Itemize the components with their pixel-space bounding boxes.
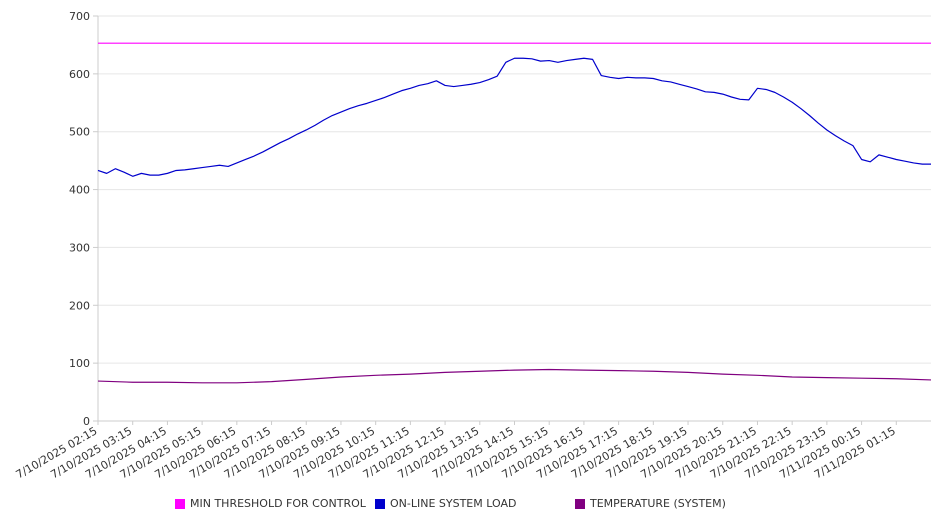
legend-item-temperature: TEMPERATURE (SYSTEM) <box>575 497 726 510</box>
series-line-on-line-system-load <box>97 57 931 177</box>
x-axis-ticks: 7/10/2025 02:157/10/2025 03:157/10/2025 … <box>14 421 898 481</box>
y-tick-label: 700 <box>69 10 90 23</box>
legend-label-temperature: TEMPERATURE (SYSTEM) <box>590 497 726 510</box>
axes <box>97 16 931 422</box>
series-lines <box>97 42 932 384</box>
y-tick-label: 300 <box>69 241 90 254</box>
y-tick-label: 600 <box>69 68 90 81</box>
y-tick-label: 200 <box>69 299 90 312</box>
y-axis-ticks: 0 100 200 300 400 500 600 700 <box>69 10 98 428</box>
legend-swatch-min-threshold <box>175 498 185 509</box>
legend-item-min-threshold: MIN THRESHOLD FOR CONTROL <box>175 497 366 510</box>
y-tick-label: 500 <box>69 126 90 139</box>
y-tick-label: 400 <box>69 184 90 197</box>
legend-swatch-temperature <box>575 498 585 509</box>
legend: MIN THRESHOLD FOR CONTROL ON-LINE SYSTEM… <box>0 497 946 515</box>
series-line-temperature-system <box>97 368 932 384</box>
y-tick-label: 0 <box>83 415 90 428</box>
gridlines <box>98 15 931 422</box>
legend-label-min-threshold: MIN THRESHOLD FOR CONTROL <box>190 497 366 510</box>
y-tick-label: 100 <box>69 357 90 370</box>
legend-item-system-load: ON-LINE SYSTEM LOAD <box>375 497 516 510</box>
legend-label-system-load: ON-LINE SYSTEM LOAD <box>390 497 517 510</box>
legend-swatch-system-load <box>375 498 385 509</box>
